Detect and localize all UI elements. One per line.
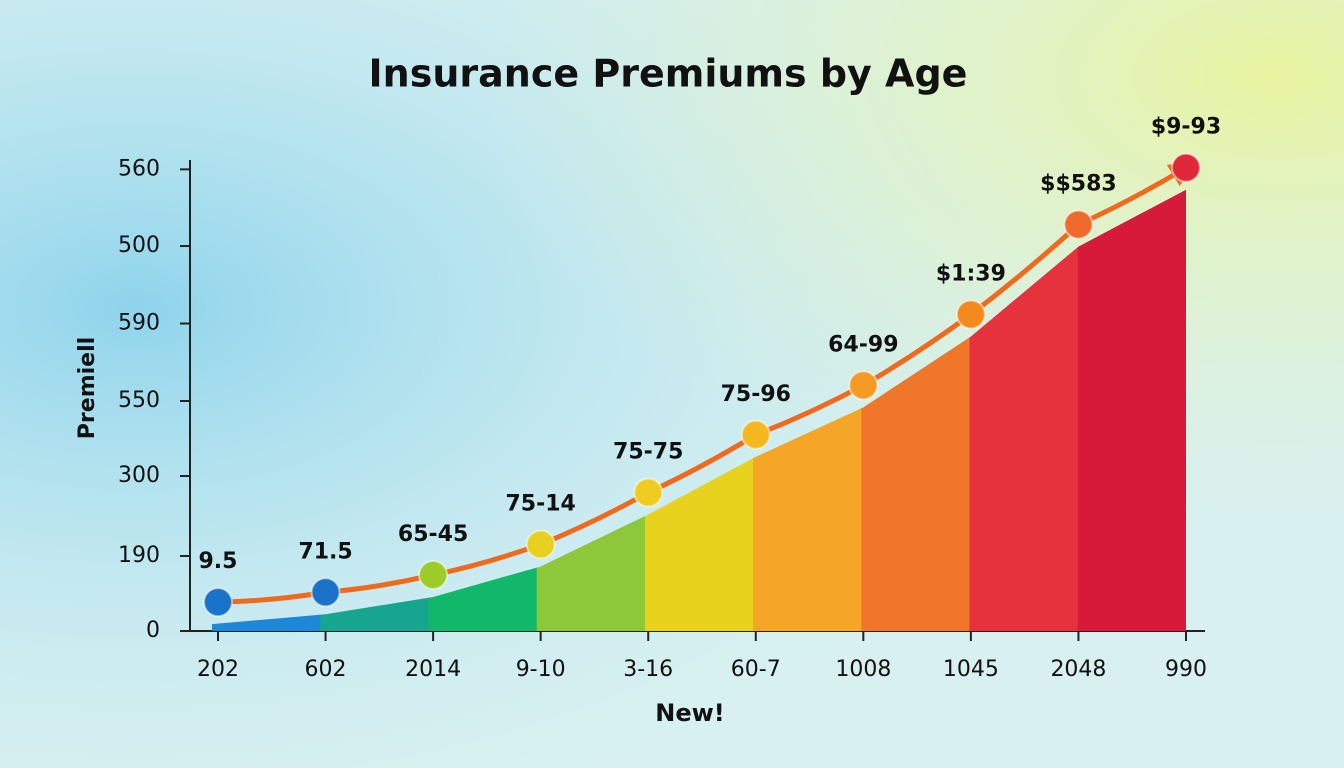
chart-title: Insurance Premiums by Age bbox=[369, 52, 968, 96]
data-label: 71.5 bbox=[298, 539, 352, 564]
data-label: 75-75 bbox=[613, 440, 683, 465]
y-axis-title: Premiell bbox=[75, 337, 100, 439]
point bbox=[955, 299, 986, 330]
data-label: 65-45 bbox=[398, 522, 468, 547]
x-tick-label: 60-7 bbox=[731, 657, 781, 682]
y-tick-label: 0 bbox=[146, 618, 160, 643]
x-tick-label: 2048 bbox=[1050, 657, 1106, 682]
x-axis-title: New! bbox=[655, 699, 724, 727]
point bbox=[633, 477, 664, 508]
x-tick-label: 990 bbox=[1165, 657, 1207, 682]
x-tick-label: 1008 bbox=[835, 657, 891, 682]
x-tick-label: 2014 bbox=[405, 657, 461, 682]
y-tick-label: 550 bbox=[118, 388, 160, 413]
y-tick-label: 190 bbox=[118, 543, 160, 568]
y-tick-label: 560 bbox=[118, 156, 160, 181]
line bbox=[215, 162, 1195, 605]
point bbox=[310, 577, 341, 608]
data-label: 75-14 bbox=[505, 491, 575, 516]
x-tick-label: 602 bbox=[305, 657, 347, 682]
area-band bbox=[1077, 189, 1186, 631]
data-label: 9.5 bbox=[199, 549, 238, 574]
data-label: 75-96 bbox=[721, 382, 791, 407]
point bbox=[1063, 209, 1094, 240]
point bbox=[418, 559, 449, 590]
data-label: $$583 bbox=[1040, 172, 1117, 197]
x-tick-label: 1045 bbox=[943, 657, 999, 682]
x-tick-label: 202 bbox=[197, 657, 239, 682]
point bbox=[525, 529, 556, 560]
point bbox=[203, 587, 233, 618]
x-tick-label: 9-10 bbox=[516, 657, 566, 682]
y-tick-label: 500 bbox=[118, 233, 160, 258]
data-label: $1:39 bbox=[936, 261, 1006, 286]
point bbox=[848, 370, 879, 401]
x-tick-label: 3-16 bbox=[623, 657, 673, 682]
data-label: $9-93 bbox=[1151, 115, 1221, 140]
point bbox=[740, 419, 771, 450]
y-tick-label: 590 bbox=[118, 311, 160, 336]
y-tick-label: 300 bbox=[118, 463, 160, 488]
point bbox=[1171, 152, 1201, 183]
data-label: 64-99 bbox=[828, 332, 898, 357]
